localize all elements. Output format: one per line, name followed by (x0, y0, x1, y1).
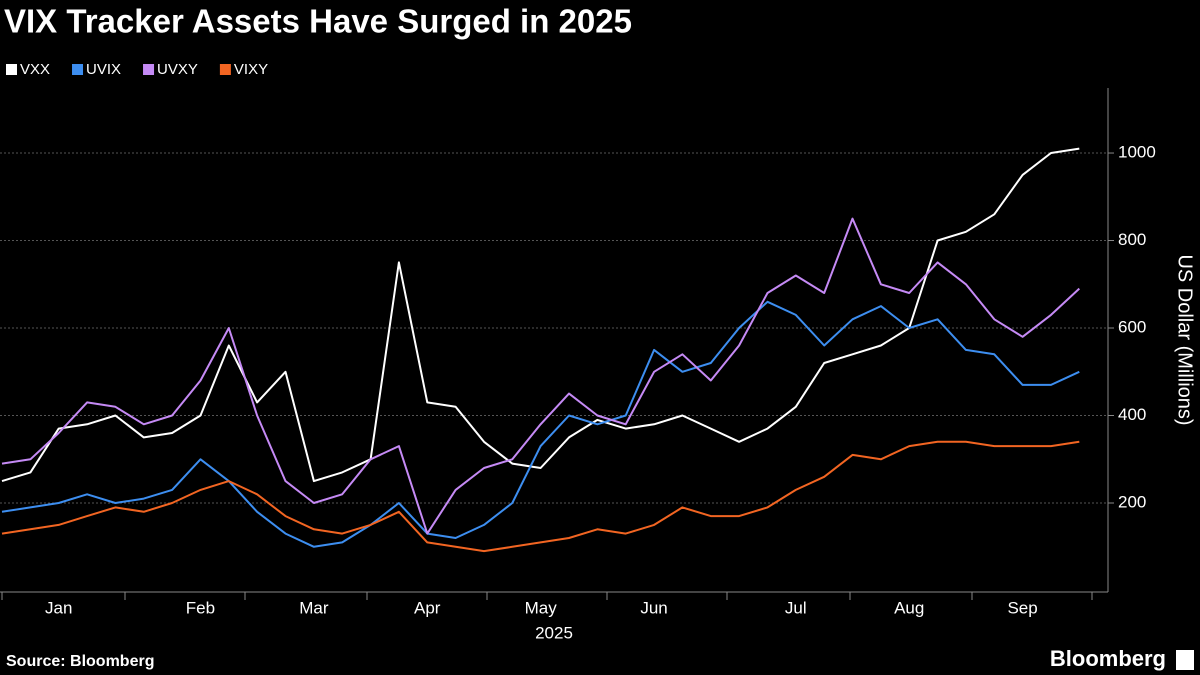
brand: Bloomberg (1050, 646, 1166, 671)
y-tick-label: 800 (1118, 230, 1146, 249)
x-tick-label: Apr (414, 598, 441, 617)
y-tick-label: 1000 (1118, 143, 1156, 162)
legend-label: VXX (20, 61, 50, 78)
legend-swatch (219, 64, 231, 75)
x-axis-label: 2025 (535, 623, 573, 642)
legend-swatch (6, 64, 17, 75)
x-tick-label: Aug (894, 598, 924, 617)
legend-label: UVIX (86, 61, 121, 78)
legend-swatch (143, 64, 155, 75)
series-line (1, 147, 1080, 483)
series-line (1, 217, 1080, 535)
y-tick-label: 400 (1118, 405, 1146, 424)
legend-label: VIXY (234, 61, 268, 78)
x-tick-label: Jul (785, 598, 807, 617)
legend-label: UVXY (157, 61, 198, 78)
y-tick-label: 200 (1118, 492, 1146, 511)
y-axis-label: US Dollar (Millions) (1174, 254, 1196, 425)
x-tick-label: Feb (186, 598, 215, 617)
series-line (1, 440, 1080, 553)
x-tick-label: Mar (299, 598, 329, 617)
chart-title: VIX Tracker Assets Have Surged in 2025 (4, 3, 632, 40)
source: Source: Bloomberg (6, 653, 154, 670)
brand-icon (1176, 650, 1194, 670)
grid (0, 152, 1108, 504)
y-tick-label: 600 (1118, 317, 1146, 336)
x-tick-label: Sep (1007, 598, 1037, 617)
legend-swatch (72, 64, 84, 75)
legend: VXX UVIX UVXY VIXY (6, 61, 268, 78)
month-ticks (1, 592, 1093, 600)
x-tick-label: May (525, 598, 558, 617)
x-tick-label: Jan (45, 598, 72, 617)
x-tick-label: Jun (640, 598, 667, 617)
series-line (1, 300, 1080, 548)
